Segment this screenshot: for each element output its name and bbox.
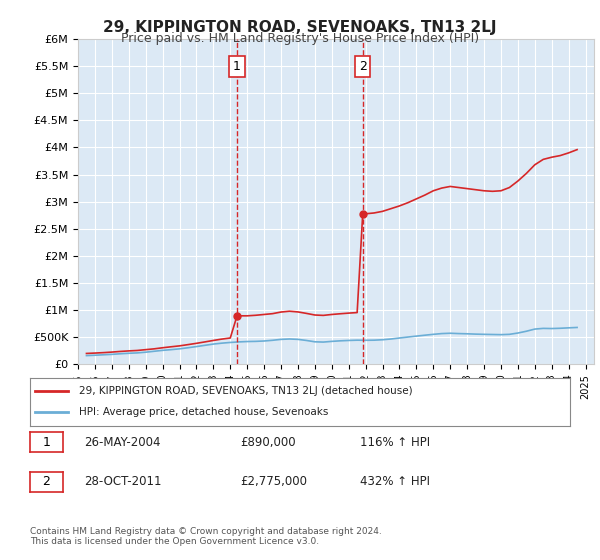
Text: 29, KIPPINGTON ROAD, SEVENOAKS, TN13 2LJ (detached house): 29, KIPPINGTON ROAD, SEVENOAKS, TN13 2LJ… — [79, 386, 412, 396]
Text: 26-MAY-2004: 26-MAY-2004 — [84, 436, 161, 449]
Text: 1: 1 — [233, 60, 241, 73]
Text: Contains HM Land Registry data © Crown copyright and database right 2024.
This d: Contains HM Land Registry data © Crown c… — [30, 526, 382, 546]
Text: 1: 1 — [43, 436, 50, 449]
Text: 2: 2 — [43, 475, 50, 488]
Text: 432% ↑ HPI: 432% ↑ HPI — [360, 475, 430, 488]
Text: 116% ↑ HPI: 116% ↑ HPI — [360, 436, 430, 449]
Text: Price paid vs. HM Land Registry's House Price Index (HPI): Price paid vs. HM Land Registry's House … — [121, 32, 479, 45]
Text: HPI: Average price, detached house, Sevenoaks: HPI: Average price, detached house, Seve… — [79, 407, 328, 417]
Text: £2,775,000: £2,775,000 — [240, 475, 307, 488]
Text: £890,000: £890,000 — [240, 436, 296, 449]
Text: 2: 2 — [359, 60, 367, 73]
Text: 28-OCT-2011: 28-OCT-2011 — [84, 475, 161, 488]
Text: 29, KIPPINGTON ROAD, SEVENOAKS, TN13 2LJ: 29, KIPPINGTON ROAD, SEVENOAKS, TN13 2LJ — [103, 20, 497, 35]
